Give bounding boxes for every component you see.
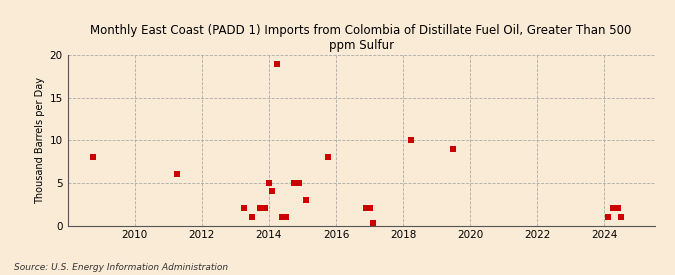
Point [360, 206, 371, 211]
Point [277, 215, 288, 219]
Point [602, 215, 613, 219]
Point [616, 215, 626, 219]
Point [364, 206, 375, 211]
Point [267, 189, 277, 194]
Point [238, 206, 249, 211]
Title: Monthly East Coast (PADD 1) Imports from Colombia of Distillate Fuel Oil, Greate: Monthly East Coast (PADD 1) Imports from… [90, 24, 632, 53]
Point [406, 138, 417, 142]
Point [322, 155, 333, 160]
Point [289, 181, 300, 185]
Point [608, 206, 618, 211]
Point [280, 215, 291, 219]
Point [246, 215, 257, 219]
Point [260, 206, 271, 211]
Point [294, 181, 304, 185]
Point [263, 181, 274, 185]
Point [612, 206, 623, 211]
Point [300, 198, 311, 202]
Point [255, 206, 266, 211]
Point [87, 155, 98, 160]
Text: Source: U.S. Energy Information Administration: Source: U.S. Energy Information Administ… [14, 263, 227, 271]
Y-axis label: Thousand Barrels per Day: Thousand Barrels per Day [35, 77, 45, 204]
Point [272, 61, 283, 66]
Point [171, 172, 182, 177]
Point [448, 147, 459, 151]
Point [367, 221, 378, 225]
